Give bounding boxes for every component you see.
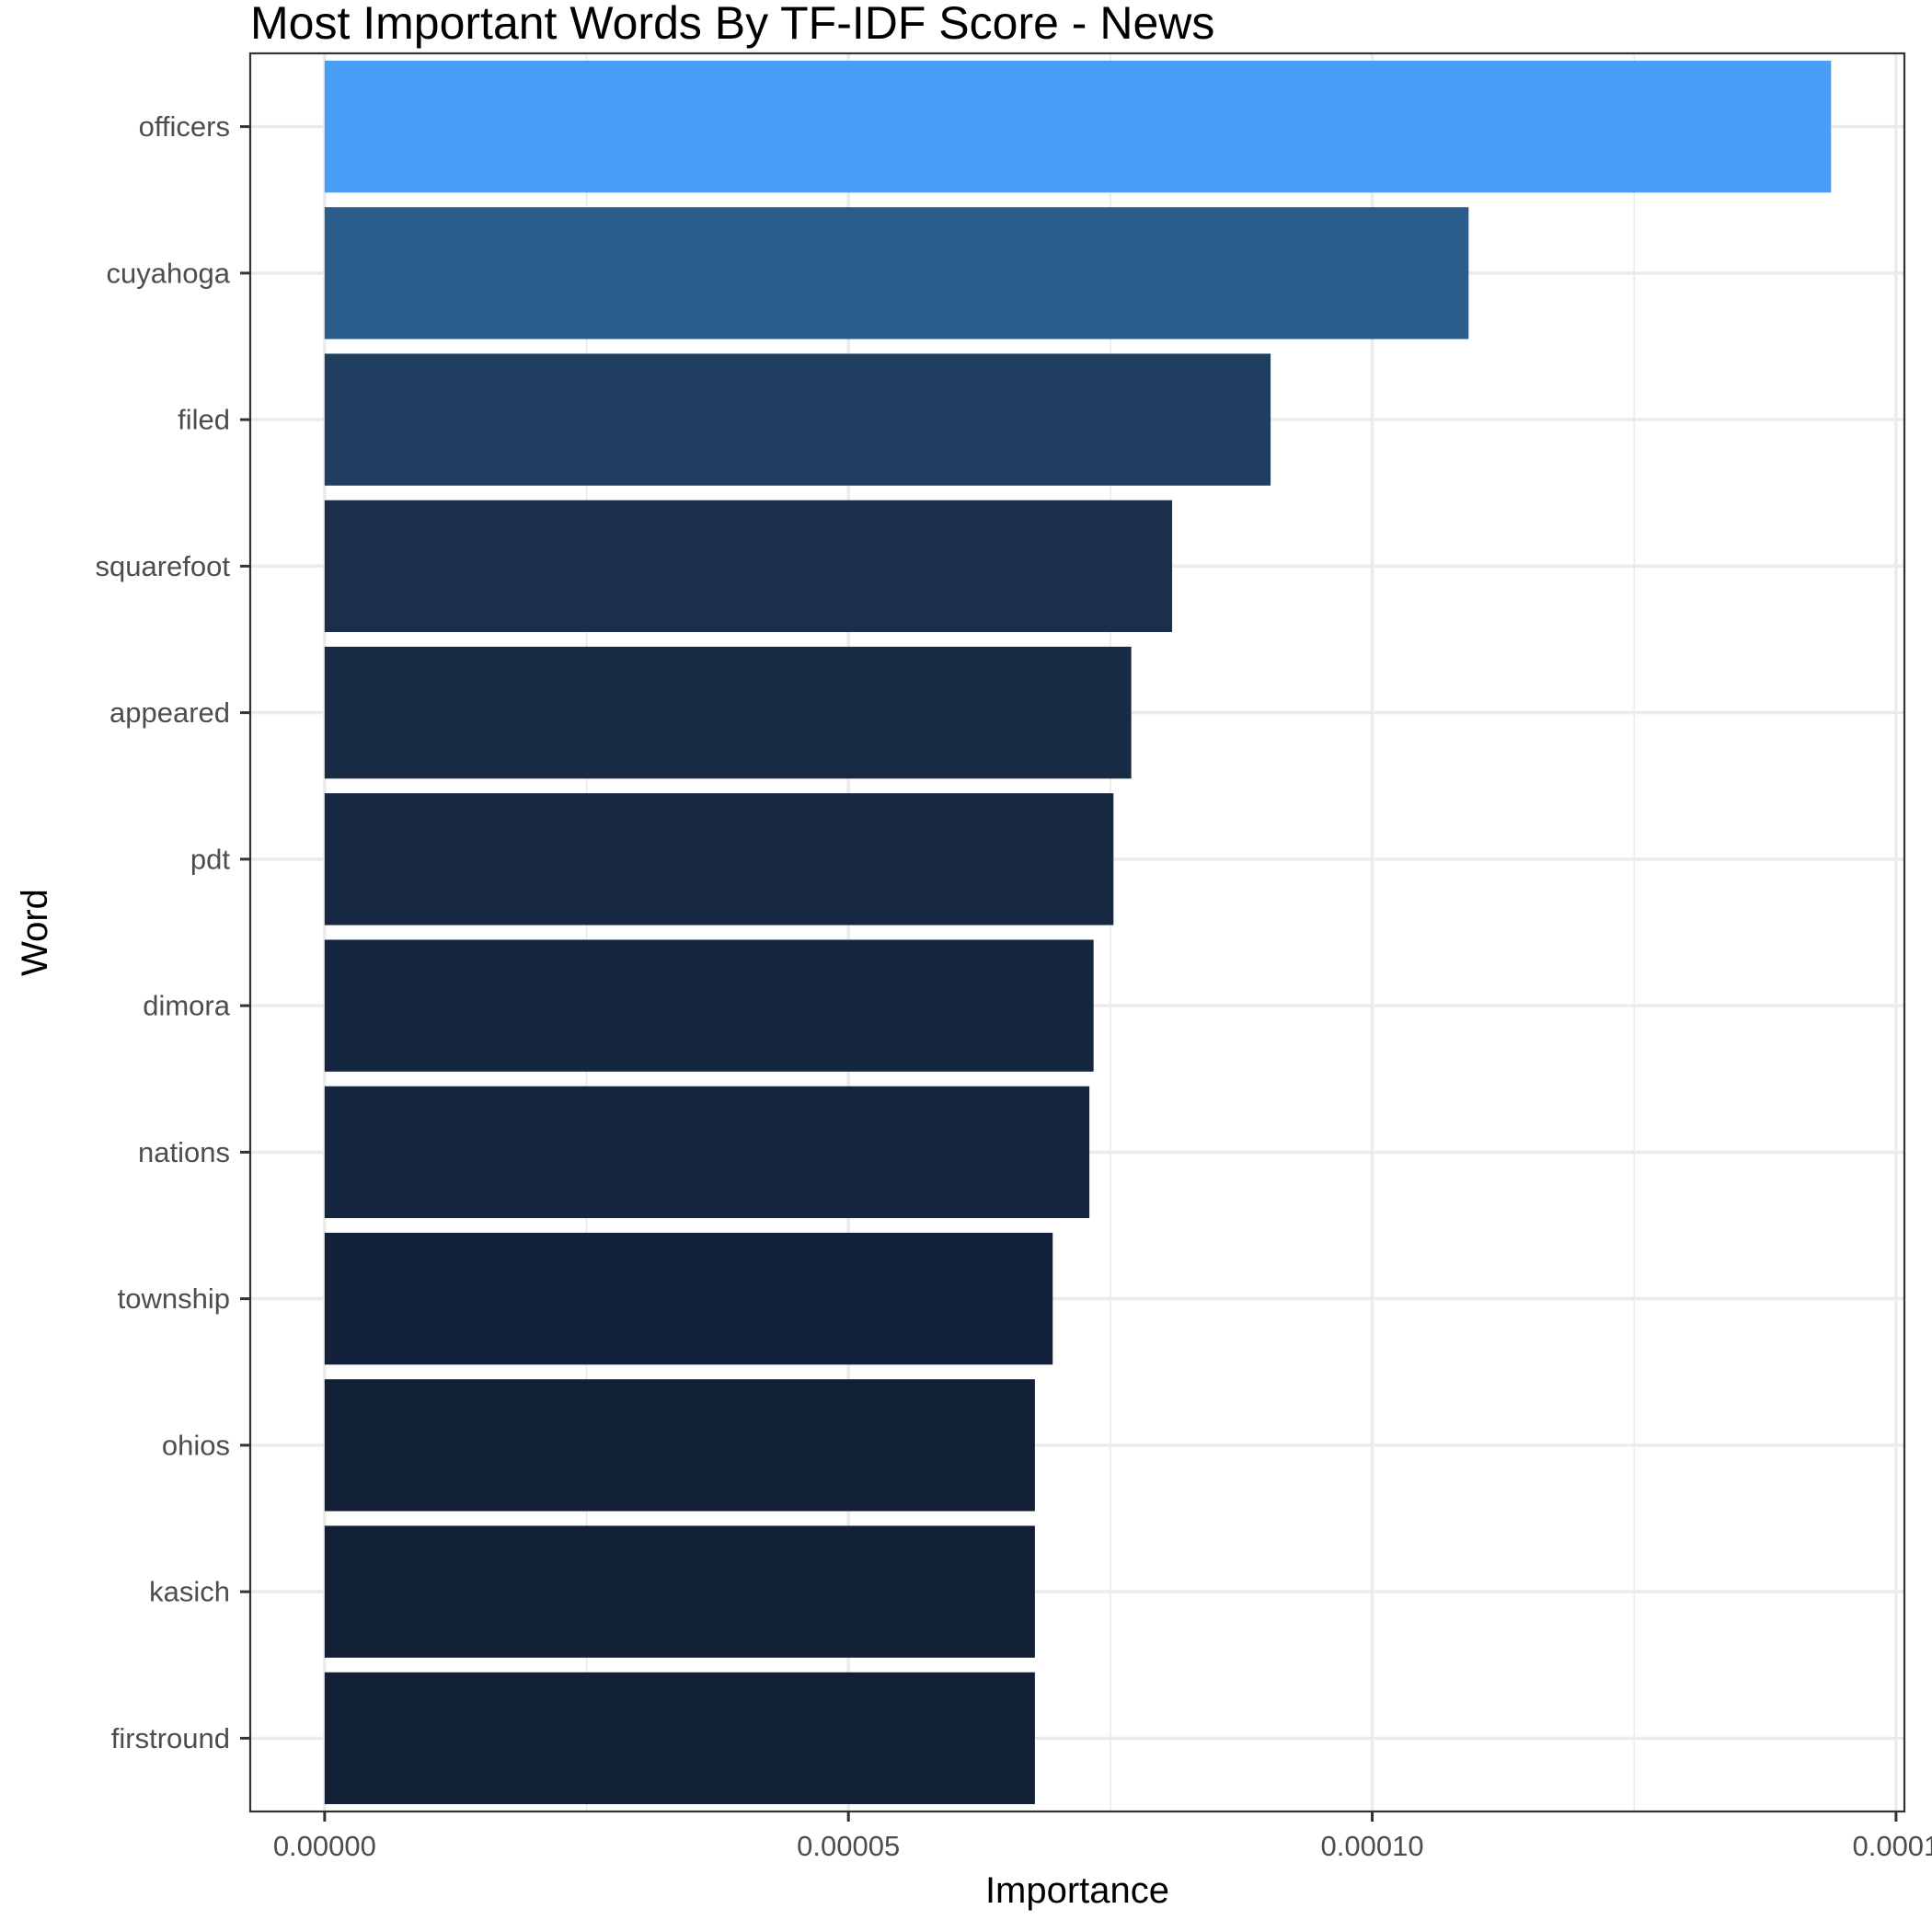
x-tick-label: 0.00005 xyxy=(797,1830,900,1862)
y-tick-label: filed xyxy=(178,404,230,436)
chart-title: Most Important Words By TF-IDF Score - N… xyxy=(250,0,1214,49)
y-tick-label: ohios xyxy=(162,1429,230,1461)
bar-cuyahoga xyxy=(324,207,1469,339)
y-tick-label: firstround xyxy=(111,1722,230,1754)
bars xyxy=(324,60,1832,1805)
y-axis-title: Word xyxy=(15,889,55,976)
y-tick-label: kasich xyxy=(149,1576,230,1608)
bar-township xyxy=(324,1232,1053,1365)
y-tick-label: cuyahoga xyxy=(107,257,231,289)
bar-filed xyxy=(324,353,1271,486)
panel-border xyxy=(248,52,1906,1813)
bar-ohios xyxy=(324,1379,1035,1512)
bar-pdt xyxy=(324,793,1114,926)
y-tick-label: squarefoot xyxy=(96,550,231,582)
y-tick-label: pdt xyxy=(190,843,230,875)
bar-appeared xyxy=(324,646,1132,779)
x-axis-title: Importance xyxy=(985,1870,1169,1911)
x-axis: 0.00000 0.00005 0.00010 0.0001 xyxy=(273,1811,1932,1862)
y-tick-label: nations xyxy=(138,1136,230,1168)
bar-squarefoot xyxy=(324,500,1173,633)
bar-kasich xyxy=(324,1525,1035,1658)
y-tick-label: appeared xyxy=(109,696,230,729)
bar-officers xyxy=(324,60,1832,193)
bar-firstround xyxy=(324,1672,1035,1805)
bar-nations xyxy=(324,1086,1090,1219)
y-tick-label: township xyxy=(118,1282,230,1315)
x-tick-label: 0.00000 xyxy=(273,1830,376,1862)
bar-dimora xyxy=(324,939,1094,1072)
y-tick-label: dimora xyxy=(143,990,231,1022)
x-tick-label: 0.0001 xyxy=(1852,1830,1932,1862)
y-tick-label: officers xyxy=(139,110,230,143)
y-axis: officers cuyahoga filed squarefoot appeared p… xyxy=(96,110,250,1754)
x-tick-label: 0.00010 xyxy=(1321,1830,1424,1862)
